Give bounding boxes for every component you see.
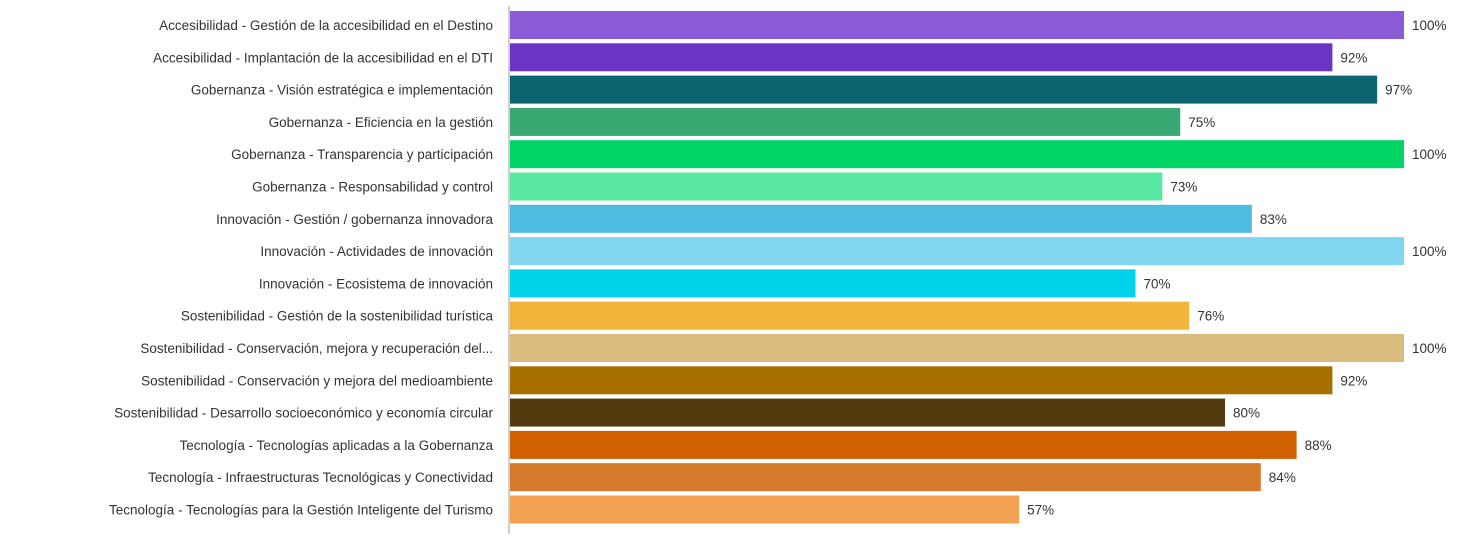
value-label: 76% [1197,309,1224,324]
value-label: 70% [1144,276,1171,291]
value-label: 100% [1412,18,1447,33]
bar[interactable] [510,463,1261,492]
value-label: 97% [1385,83,1412,98]
value-label: 83% [1260,212,1287,227]
value-label: 84% [1269,470,1296,485]
category-label: Tecnología - Infraestructuras Tecnológic… [148,470,493,485]
bar[interactable] [510,172,1163,201]
category-label: Tecnología - Tecnologías para la Gestión… [109,503,493,518]
category-label: Gobernanza - Responsabilidad y control [252,180,493,195]
bar[interactable] [510,140,1404,169]
value-label: 75% [1188,115,1215,130]
value-label: 100% [1412,147,1447,162]
value-label: 92% [1340,50,1367,65]
bar[interactable] [510,237,1404,266]
bar[interactable] [510,269,1136,298]
category-label: Innovación - Actividades de innovación [260,244,493,259]
category-label: Innovación - Gestión / gobernanza innova… [216,212,493,227]
value-label: 57% [1027,503,1054,518]
value-label: 100% [1412,244,1447,259]
bar[interactable] [510,204,1252,233]
value-label: 73% [1170,180,1197,195]
category-label: Gobernanza - Eficiencia en la gestión [269,115,493,130]
category-label: Tecnología - Tecnologías aplicadas a la … [180,438,494,453]
category-label: Sostenibilidad - Conservación, mejora y … [140,341,493,356]
bar[interactable] [510,301,1190,330]
bar[interactable] [510,107,1181,136]
bar[interactable] [510,11,1404,39]
bar[interactable] [510,398,1225,427]
value-label: 92% [1340,373,1367,388]
bar[interactable] [510,334,1404,362]
category-label: Sostenibilidad - Desarrollo socioeconómi… [114,406,493,421]
bar[interactable] [510,43,1333,72]
bar[interactable] [510,366,1333,395]
bars-group: Accesibilidad - Gestión de la accesibili… [109,11,1447,524]
category-label: Sostenibilidad - Gestión de la sostenibi… [181,309,494,324]
category-label: Sostenibilidad - Conservación y mejora d… [141,373,493,388]
value-label: 88% [1305,438,1332,453]
category-label: Gobernanza - Visión estratégica e implem… [191,83,493,98]
bar[interactable] [510,430,1297,459]
category-label: Accesibilidad - Implantación de la acces… [153,50,493,65]
category-label: Accesibilidad - Gestión de la accesibili… [159,18,493,33]
bar[interactable] [510,75,1378,104]
value-label: 100% [1412,341,1447,356]
category-label: Innovación - Ecosistema de innovación [259,276,493,291]
bar[interactable] [510,495,1020,524]
category-label: Gobernanza - Transparencia y participaci… [231,147,493,162]
value-label: 80% [1233,406,1260,421]
